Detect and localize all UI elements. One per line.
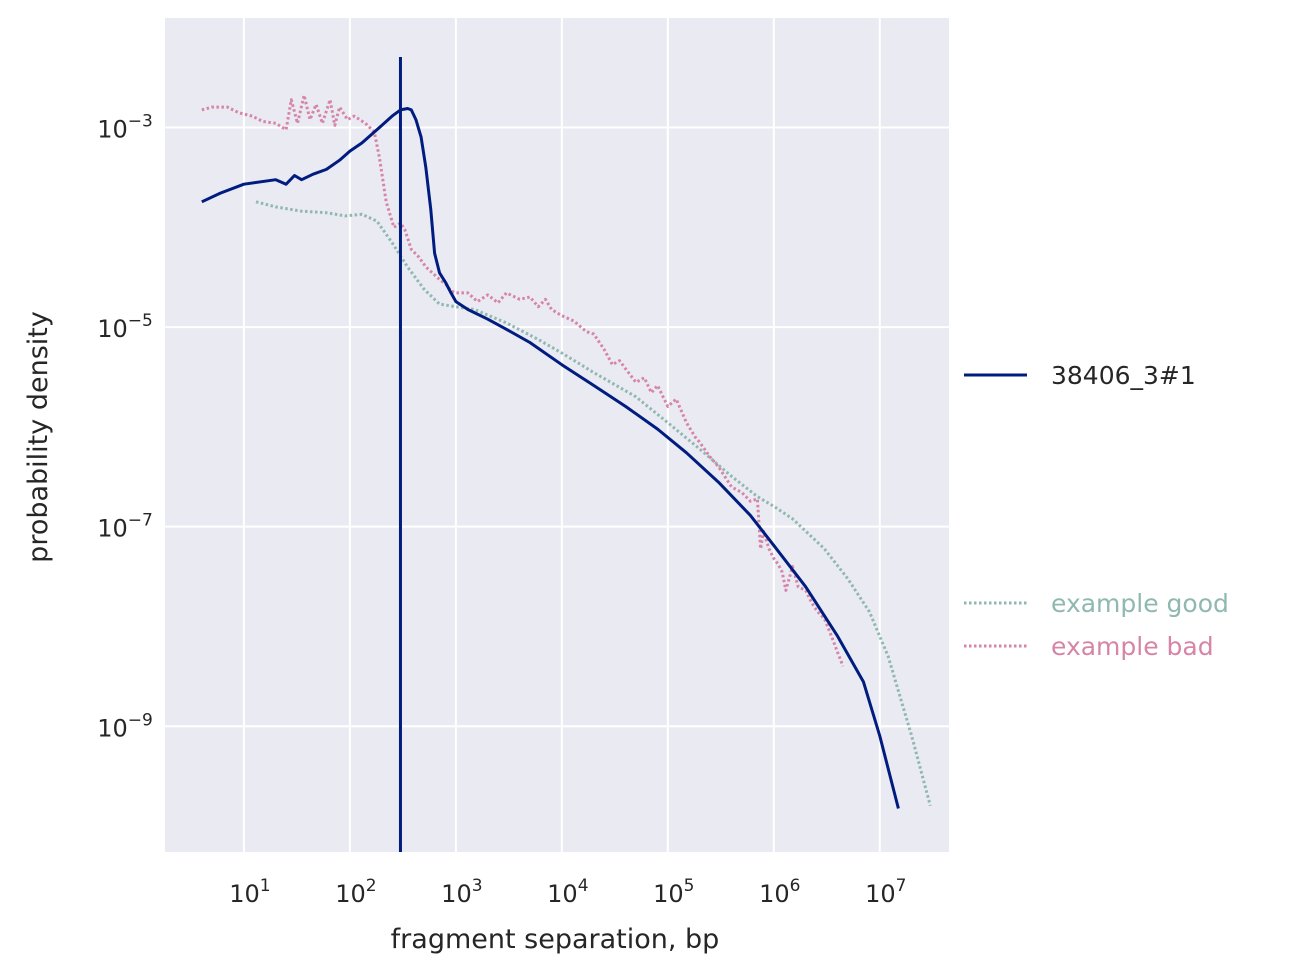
plot-background xyxy=(165,18,949,852)
y-axis-label: probability density xyxy=(23,311,54,563)
legend-label-0: 38406_3#1 xyxy=(1051,361,1196,390)
series-line-1 xyxy=(255,200,932,807)
x-tick-label-4: 105 xyxy=(653,876,694,908)
x-axis-label: fragment separation, bp xyxy=(391,924,720,955)
series-line-0 xyxy=(201,107,900,809)
series-line-2 xyxy=(201,93,845,667)
series-layer xyxy=(201,57,932,852)
x-tick-label-2: 103 xyxy=(441,876,482,908)
y-tick-label-1: 10−5 xyxy=(97,311,153,343)
grid xyxy=(165,18,949,852)
x-tick-label-6: 107 xyxy=(865,876,906,908)
legend-label-1: example good xyxy=(1051,589,1229,618)
y-tick-label-0: 10−3 xyxy=(97,111,153,143)
x-tick-label-5: 106 xyxy=(759,876,800,908)
y-tick-labels: 10−3 10−5 10−7 10−9 xyxy=(97,111,153,742)
x-tick-label-1: 102 xyxy=(335,876,376,908)
legend-label-2: example bad xyxy=(1051,632,1214,661)
x-tick-label-3: 104 xyxy=(547,876,588,908)
x-tick-labels: 101 102 103 104 105 106 107 xyxy=(229,876,906,908)
x-tick-label-0: 101 xyxy=(229,876,270,908)
y-tick-label-2: 10−7 xyxy=(97,511,153,543)
y-tick-label-3: 10−9 xyxy=(97,710,153,742)
